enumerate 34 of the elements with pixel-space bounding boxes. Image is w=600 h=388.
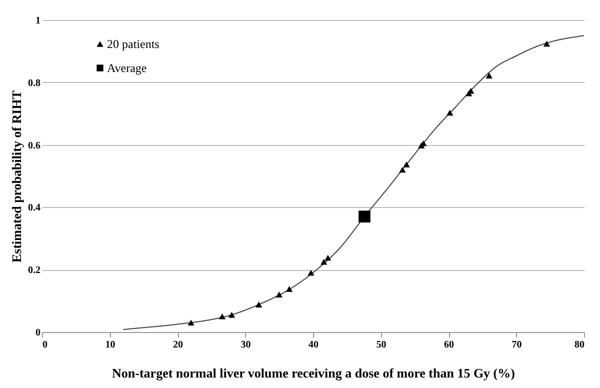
x-tick-label: 40 bbox=[308, 340, 318, 350]
y-tick-label: 0.2 bbox=[28, 265, 40, 276]
y-tick-label: 0.6 bbox=[28, 140, 40, 152]
x-tick-label: 50 bbox=[376, 340, 386, 350]
point bbox=[399, 166, 406, 173]
x-tick-label: 20 bbox=[173, 340, 183, 350]
point bbox=[446, 110, 454, 116]
point bbox=[308, 270, 314, 276]
point bbox=[276, 292, 282, 298]
point bbox=[403, 162, 410, 168]
x-tick-label: 80 bbox=[574, 340, 584, 350]
y-tick-label: 0 bbox=[36, 328, 40, 338]
y-tick-label: 1 bbox=[36, 16, 40, 26]
point bbox=[486, 72, 493, 78]
x-axis-title: Non-target normal liver volume receiving a dose of more than 15 Gy (%) bbox=[112, 366, 515, 380]
legend-label: 20 patients bbox=[107, 37, 160, 51]
x-tick-label: 70 bbox=[512, 340, 522, 350]
point bbox=[358, 210, 370, 222]
y-axis-title: Estimated probability of RIHT bbox=[9, 90, 24, 263]
point bbox=[543, 40, 550, 47]
point bbox=[218, 313, 226, 320]
x-tick-label: 0 bbox=[42, 340, 48, 350]
point bbox=[324, 254, 332, 261]
legend-label: Average bbox=[107, 61, 147, 75]
x-tick-label: 60 bbox=[444, 340, 454, 350]
point bbox=[188, 320, 194, 326]
y-tick-label: 0.8 bbox=[28, 78, 40, 89]
x-tick-label: 10 bbox=[105, 340, 116, 350]
y-tick-label: 0.4 bbox=[28, 202, 40, 214]
point bbox=[286, 286, 293, 292]
x-tick-label: 30 bbox=[240, 340, 251, 350]
point bbox=[255, 302, 262, 308]
point bbox=[320, 258, 328, 265]
point bbox=[228, 312, 236, 318]
